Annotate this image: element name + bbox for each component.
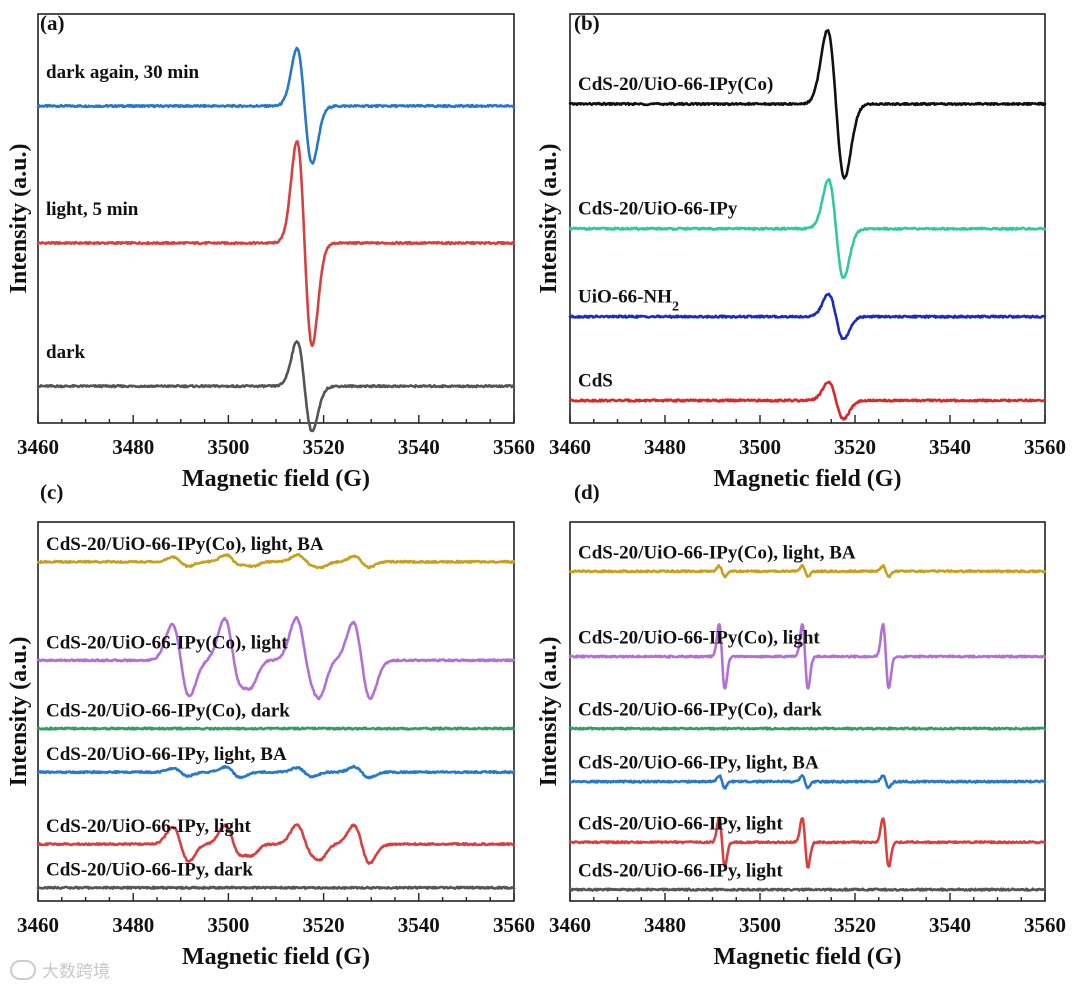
x-tick-label-a: 3520 <box>303 435 345 459</box>
series-line-a-2 <box>36 340 516 433</box>
series-line-c-4 <box>36 823 516 865</box>
x-tick-label-c: 3560 <box>493 913 535 937</box>
series-label-a-1: light, 5 min <box>46 199 139 220</box>
x-axis-label-d: Magnetic field (G) <box>714 944 902 970</box>
series-line-b-1 <box>568 178 1047 279</box>
x-axis-label-c: Magnetic field (G) <box>182 944 370 970</box>
x-tick-label-a: 3500 <box>207 435 249 459</box>
panel-label-b: (b) <box>574 11 600 35</box>
x-tick-label-b: 3560 <box>1024 435 1066 459</box>
x-tick-label-d: 3480 <box>644 913 686 937</box>
series-label-c-2: CdS-20/UiO-66-IPy(Co), dark <box>46 701 290 722</box>
series-line-b-3 <box>568 380 1047 421</box>
chart-panel-c: 3460 3480 3500 3520 3540 3560 Magnetic field (… <box>6 480 535 970</box>
series-label-b-3: CdS <box>578 371 613 392</box>
x-tick-label-d: 3520 <box>834 913 876 937</box>
x-axis-label-a: Magnetic field (G) <box>182 466 370 492</box>
x-tick-label-a: 3560 <box>493 435 535 459</box>
x-tick-label-b: 3520 <box>834 435 876 459</box>
series-label-c-0: CdS-20/UiO-66-IPy(Co), light, BA <box>46 534 324 555</box>
y-axis-label-d: Intensity (a.u.) <box>536 636 562 786</box>
series-line-b-0 <box>568 29 1047 180</box>
series-label-d-2: CdS-20/UiO-66-IPy(Co), dark <box>578 700 822 721</box>
series-label-d-4: CdS-20/UiO-66-IPy, light <box>578 813 783 834</box>
series-line-a-1 <box>36 140 516 348</box>
series-label-c-1: CdS-20/UiO-66-IPy(Co), light <box>46 632 288 653</box>
series-label-d-1: CdS-20/UiO-66-IPy(Co), light <box>578 628 820 649</box>
series-label-b-0: CdS-20/UiO-66-IPy(Co) <box>578 74 773 95</box>
series-label-d-5: CdS-20/UiO-66-IPy, light <box>578 861 783 882</box>
x-tick-label-d: 3500 <box>739 913 781 937</box>
series-line-d-3 <box>568 774 1047 790</box>
series-line-c-3 <box>36 764 516 780</box>
x-axis-label-b: Magnetic field (G) <box>714 466 902 492</box>
series-label-c-5: CdS-20/UiO-66-IPy, dark <box>46 860 253 881</box>
y-axis-label-b: Intensity (a.u.) <box>536 143 562 293</box>
series-label-d-3: CdS-20/UiO-66-IPy, light, BA <box>578 753 819 774</box>
x-tick-label-b: 3460 <box>549 435 591 459</box>
x-tick-label-b: 3500 <box>739 435 781 459</box>
series-line-c-0 <box>36 552 516 570</box>
x-tick-label-d: 3540 <box>929 913 971 937</box>
series-line-a-0 <box>36 46 516 165</box>
x-tick-label-a: 3540 <box>398 435 440 459</box>
chart-panel-b: 3460 3480 3500 3520 3540 3560 Magnetic field (… <box>536 11 1066 492</box>
x-tick-label-a: 3460 <box>17 435 59 459</box>
x-tick-label-b: 3540 <box>929 435 971 459</box>
watermark-logo-icon <box>10 959 36 980</box>
series-line-d-2 <box>568 726 1047 731</box>
series-label-b-1: CdS-20/UiO-66-IPy <box>578 199 738 220</box>
chart-panel-d: 3460 3480 3500 3520 3540 3560 Magnetic field (… <box>536 480 1066 970</box>
series-line-d-5 <box>568 887 1047 892</box>
series-label-c-3: CdS-20/UiO-66-IPy, light, BA <box>46 744 287 765</box>
chart-panel-a: 3460 3480 3500 3520 3540 3560 Magnetic field (… <box>6 11 535 492</box>
series-label-a-2: dark <box>46 342 86 363</box>
series-label-b-2: UiO-66-NH2 <box>578 287 679 315</box>
panel-label-c: (c) <box>40 480 63 504</box>
series-line-c-2 <box>36 726 516 731</box>
x-tick-label-d: 3560 <box>1024 913 1066 937</box>
series-line-d-0 <box>568 563 1047 579</box>
series-label-d-0: CdS-20/UiO-66-IPy(Co), light, BA <box>578 542 856 563</box>
y-axis-label-c: Intensity (a.u.) <box>6 636 32 786</box>
x-tick-label-b: 3480 <box>644 435 686 459</box>
series-label-subscript: 2 <box>672 299 679 314</box>
y-axis-label-a: Intensity (a.u.) <box>6 143 32 293</box>
watermark: 大数跨境 <box>10 957 110 982</box>
x-tick-label-c: 3480 <box>112 913 154 937</box>
x-tick-label-c: 3540 <box>398 913 440 937</box>
x-tick-label-c: 3460 <box>17 913 59 937</box>
panel-label-d: (d) <box>574 480 600 504</box>
series-label-a-0: dark again, 30 min <box>46 62 200 83</box>
panel-label-a: (a) <box>40 11 65 35</box>
series-line-d-4 <box>568 816 1047 869</box>
x-tick-label-a: 3480 <box>112 435 154 459</box>
x-tick-label-c: 3500 <box>207 913 249 937</box>
series-line-d-1 <box>568 622 1047 690</box>
x-tick-label-d: 3460 <box>549 913 591 937</box>
watermark-text: 大数跨境 <box>42 962 110 982</box>
x-tick-label-c: 3520 <box>303 913 345 937</box>
series-line-b-2 <box>568 292 1047 341</box>
series-label-c-4: CdS-20/UiO-66-IPy, light <box>46 816 251 837</box>
series-line-c-5 <box>36 885 516 890</box>
series-line-c-1 <box>36 616 516 701</box>
